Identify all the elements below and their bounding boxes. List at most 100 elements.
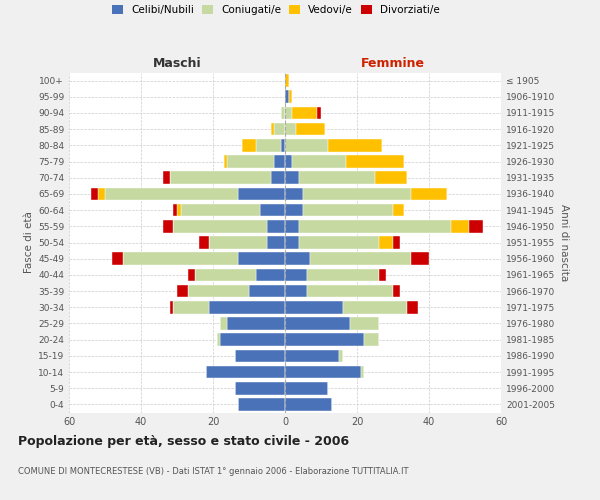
Bar bbox=[195, 268, 256, 281]
Bar bbox=[209, 236, 267, 249]
Bar bbox=[220, 317, 227, 330]
Bar bbox=[350, 317, 379, 330]
Bar bbox=[188, 268, 195, 281]
Bar bbox=[289, 90, 292, 103]
Bar bbox=[285, 317, 350, 330]
Bar bbox=[249, 285, 285, 298]
Bar bbox=[292, 106, 317, 120]
Bar bbox=[274, 155, 285, 168]
Bar bbox=[235, 382, 285, 394]
Bar bbox=[105, 188, 238, 200]
Bar bbox=[224, 155, 227, 168]
Bar bbox=[285, 252, 310, 265]
Bar bbox=[238, 188, 285, 200]
Bar bbox=[285, 220, 299, 232]
Bar bbox=[199, 236, 209, 249]
Bar bbox=[173, 220, 267, 232]
Bar bbox=[307, 285, 393, 298]
Bar bbox=[285, 382, 328, 394]
Text: COMUNE DI MONTECRESTESE (VB) - Dati ISTAT 1° gennaio 2006 - Elaborazione TUTTITA: COMUNE DI MONTECRESTESE (VB) - Dati ISTA… bbox=[18, 468, 409, 476]
Bar bbox=[260, 204, 285, 216]
Bar bbox=[451, 220, 469, 232]
Bar bbox=[227, 155, 274, 168]
Bar bbox=[307, 268, 379, 281]
Bar bbox=[296, 123, 325, 136]
Text: Maschi: Maschi bbox=[152, 57, 202, 70]
Bar bbox=[285, 350, 339, 362]
Bar bbox=[285, 398, 332, 410]
Bar bbox=[292, 155, 346, 168]
Bar bbox=[173, 204, 177, 216]
Bar bbox=[267, 236, 285, 249]
Bar bbox=[271, 123, 274, 136]
Bar bbox=[256, 268, 285, 281]
Bar bbox=[379, 268, 386, 281]
Bar bbox=[285, 123, 296, 136]
Bar bbox=[238, 398, 285, 410]
Bar bbox=[393, 285, 400, 298]
Bar bbox=[393, 204, 404, 216]
Bar bbox=[317, 106, 321, 120]
Bar bbox=[310, 252, 411, 265]
Bar bbox=[170, 301, 173, 314]
Bar bbox=[112, 252, 123, 265]
Bar bbox=[271, 172, 285, 184]
Bar bbox=[274, 123, 285, 136]
Bar bbox=[339, 350, 343, 362]
Bar bbox=[469, 220, 483, 232]
Bar bbox=[285, 139, 328, 151]
Bar bbox=[91, 188, 98, 200]
Bar bbox=[303, 204, 393, 216]
Bar bbox=[123, 252, 238, 265]
Bar bbox=[235, 350, 285, 362]
Bar bbox=[285, 74, 289, 87]
Legend: Celibi/Nubili, Coniugati/e, Vedovi/e, Divorziati/e: Celibi/Nubili, Coniugati/e, Vedovi/e, Di… bbox=[112, 5, 440, 15]
Text: Popolazione per età, sesso e stato civile - 2006: Popolazione per età, sesso e stato civil… bbox=[18, 435, 349, 448]
Y-axis label: Fasce di età: Fasce di età bbox=[24, 212, 34, 274]
Bar bbox=[285, 301, 343, 314]
Bar bbox=[177, 204, 181, 216]
Bar bbox=[343, 301, 407, 314]
Bar bbox=[285, 236, 299, 249]
Bar bbox=[256, 139, 281, 151]
Bar bbox=[411, 188, 447, 200]
Bar bbox=[285, 90, 289, 103]
Bar bbox=[285, 204, 303, 216]
Bar bbox=[285, 334, 364, 346]
Bar bbox=[285, 188, 303, 200]
Bar bbox=[242, 139, 256, 151]
Bar bbox=[285, 172, 299, 184]
Bar bbox=[281, 106, 285, 120]
Bar bbox=[285, 268, 307, 281]
Bar bbox=[407, 301, 418, 314]
Bar bbox=[346, 155, 404, 168]
Bar bbox=[170, 172, 271, 184]
Bar bbox=[299, 172, 375, 184]
Bar bbox=[209, 301, 285, 314]
Y-axis label: Anni di nascita: Anni di nascita bbox=[559, 204, 569, 281]
Bar bbox=[299, 220, 451, 232]
Bar bbox=[206, 366, 285, 378]
Bar bbox=[173, 301, 209, 314]
Bar bbox=[328, 139, 382, 151]
Bar bbox=[98, 188, 105, 200]
Bar bbox=[285, 285, 307, 298]
Bar bbox=[227, 317, 285, 330]
Bar bbox=[163, 220, 173, 232]
Bar bbox=[303, 188, 411, 200]
Bar bbox=[188, 285, 249, 298]
Bar bbox=[281, 139, 285, 151]
Bar bbox=[267, 220, 285, 232]
Bar bbox=[217, 334, 220, 346]
Text: Femmine: Femmine bbox=[361, 57, 425, 70]
Bar bbox=[220, 334, 285, 346]
Bar bbox=[181, 204, 260, 216]
Bar bbox=[299, 236, 379, 249]
Bar bbox=[285, 155, 292, 168]
Bar bbox=[364, 334, 379, 346]
Bar bbox=[393, 236, 400, 249]
Bar bbox=[411, 252, 429, 265]
Bar bbox=[285, 106, 292, 120]
Bar bbox=[177, 285, 188, 298]
Bar bbox=[163, 172, 170, 184]
